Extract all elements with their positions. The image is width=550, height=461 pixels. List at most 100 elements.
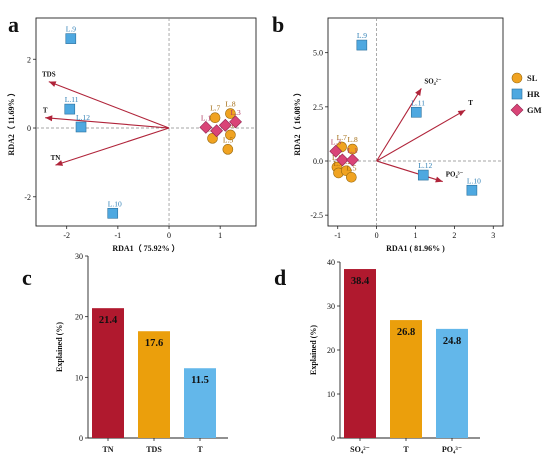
point-marker-gm [218, 118, 232, 132]
point-label: L.8 [348, 135, 358, 144]
legend-label: HR [527, 89, 541, 99]
x-tick-label: -1 [334, 231, 341, 240]
x-tick-label: SO₄²⁻ [350, 445, 370, 454]
vector-label: SO₄²⁻ [424, 77, 442, 85]
bar-chart-c: 0 10 20 30 Explained (%) c 21.4 TN 17.6 TDS 11.5 T [22, 252, 228, 454]
point-label: L.10 [467, 176, 481, 185]
bar-value-label: 24.8 [443, 336, 461, 347]
point-marker-gm [210, 124, 224, 138]
point-marker-sl [346, 171, 357, 183]
x-tick-label: 0 [375, 231, 379, 240]
y-tick-label: 40 [327, 258, 335, 267]
y-tick-label: 10 [327, 390, 335, 399]
y-axis-label: Explained (%) [55, 322, 64, 372]
vector-arrowhead [457, 110, 466, 117]
point-label: L.12 [76, 113, 90, 122]
point-label: L.4 [334, 159, 344, 168]
point-marker-sl [225, 108, 236, 119]
legend-marker-hr [511, 88, 523, 100]
y-tick-label: 5.0 [313, 49, 323, 58]
legend-label: SL [527, 73, 538, 83]
panel-label: d [274, 265, 286, 290]
point-label: L.8 [225, 100, 235, 109]
x-tick-label: PO₄³⁻ [442, 445, 462, 454]
point-marker-gm [346, 153, 359, 167]
vector-arrowhead [45, 115, 53, 122]
point-label: L.5 [223, 135, 233, 144]
y-tick-label: 20 [327, 346, 335, 355]
vector-label: PO₄³⁻ [446, 171, 464, 179]
legend-label: GM [527, 105, 542, 115]
bar [344, 269, 376, 438]
point-label: L.11 [65, 95, 79, 104]
panel-label: b [272, 12, 284, 37]
point-marker-hr [417, 169, 429, 181]
point-marker-hr [356, 39, 368, 51]
point-marker-hr [466, 184, 478, 196]
x-tick-label: TN [102, 445, 113, 454]
vector-line [45, 117, 170, 129]
point-marker-hr [410, 106, 422, 118]
x-tick-label: 3 [491, 231, 495, 240]
x-tick-label: T [403, 445, 409, 454]
vector-line [376, 109, 466, 162]
y-tick-label: 0 [79, 434, 83, 443]
point-label: L.10 [108, 199, 122, 208]
point-marker-hr [107, 207, 119, 219]
plot-frame [35, 17, 257, 227]
vector-arrowhead [48, 81, 57, 87]
point-marker-sl [222, 144, 234, 155]
point-label: L.9 [66, 25, 76, 34]
legend-marker-sl [511, 72, 523, 84]
y-tick-label: 2.5 [313, 103, 323, 112]
vector-line [376, 160, 443, 183]
y-tick-label: -2 [24, 193, 31, 202]
point-marker-sl [207, 133, 218, 144]
y-tick-label: 0 [27, 124, 31, 133]
bar [390, 320, 422, 438]
vector-label: T [43, 107, 48, 115]
point-marker-hr [65, 33, 77, 44]
bar-value-label: 17.6 [145, 338, 163, 349]
point-label: L.1 [348, 146, 358, 155]
point-marker-gm [335, 153, 349, 167]
vector-line [376, 88, 422, 162]
x-tick-label: TDS [146, 445, 162, 454]
panel-label: a [8, 12, 19, 37]
x-axis-label: RDA1（ 75.92% ） [112, 243, 179, 253]
point-label: L.12 [418, 161, 432, 170]
x-tick-label: T [197, 445, 203, 454]
bar [436, 328, 468, 438]
x-tick-label: -1 [115, 231, 122, 240]
x-tick-label: 2 [452, 231, 456, 240]
point-marker-gm [229, 115, 242, 129]
y-tick-label: 10 [75, 373, 83, 382]
point-label: L.1 [201, 113, 211, 122]
point-marker-gm [199, 120, 213, 134]
bar [138, 331, 170, 438]
x-tick-label: -2 [63, 231, 70, 240]
point-marker-hr [64, 103, 76, 115]
x-tick-label: 1 [414, 231, 418, 240]
y-tick-label: 0.0 [313, 157, 323, 166]
vector-line [55, 127, 170, 166]
point-marker-sl [209, 112, 221, 124]
vector-line [48, 81, 170, 129]
point-marker-sl [225, 129, 236, 141]
vector-arrowhead [415, 88, 422, 96]
point-label: L.5 [346, 163, 356, 172]
y-tick-label: 30 [75, 252, 83, 261]
bar-value-label: 38.4 [351, 276, 370, 287]
point-label: L.11 [411, 98, 425, 107]
x-tick-label: 0 [167, 231, 171, 240]
y-axis-label: RDA2（ 16.08% ） [292, 88, 302, 155]
point-marker-hr [75, 121, 87, 133]
vector-arrowhead [55, 160, 64, 166]
point-label: L.7 [337, 133, 347, 142]
bar [184, 368, 216, 438]
vector-label: TN [51, 154, 61, 162]
y-tick-label: 20 [75, 313, 83, 322]
rda-plot-b: -1 0 1 2 3 -2.5 0.0 2.5 5.0 RDA1 ( 81.96% ) RDA2（ … [272, 12, 542, 253]
y-axis-label: RDA2（ 11.69% ） [6, 89, 16, 156]
